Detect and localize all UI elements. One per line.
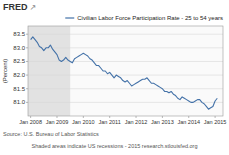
grid-line <box>28 47 223 48</box>
grid-line <box>28 61 223 62</box>
x-tick <box>83 116 84 118</box>
x-tick-label: Jan 2011 <box>99 119 121 125</box>
plot-frame <box>28 26 223 116</box>
x-tick-label: Jan 2013 <box>151 119 174 125</box>
line <box>31 37 218 109</box>
y-tick-label: 83.0 <box>13 45 25 51</box>
x-tick-label: Jan 2015 <box>204 119 227 125</box>
x-tick <box>136 116 137 118</box>
logo: FRED <box>3 2 28 12</box>
plot-marks <box>28 26 223 116</box>
x-tick <box>188 116 189 118</box>
y-tick-label: 82.0 <box>13 72 25 78</box>
y-tick-label: 83.5 <box>13 31 25 37</box>
grid-line <box>28 75 223 76</box>
footer-note: Shaded areas indicate US recessions - 20… <box>31 143 197 149</box>
grid-line <box>28 88 223 89</box>
grid-line <box>28 34 223 35</box>
x-tick <box>56 116 57 118</box>
y-axis-label: (Percent) <box>2 59 8 84</box>
y-tick-label: 81.0 <box>13 99 25 105</box>
plot-area <box>28 26 223 116</box>
x-tick <box>162 116 163 118</box>
x-tick-label: Jan 2012 <box>125 119 148 125</box>
x-tick <box>109 116 110 118</box>
y-tick-label: 81.5 <box>13 86 25 92</box>
x-tick-label: Jan 2009 <box>46 119 69 125</box>
legend-label: Civilian Labor Force Participation Rate … <box>77 15 223 21</box>
x-tick-label: Jan 2008 <box>19 119 42 125</box>
y-tick-label: 82.5 <box>13 58 25 64</box>
x-tick <box>215 116 216 118</box>
legend-swatch <box>65 17 74 18</box>
x-tick-label: Jan 2010 <box>72 119 95 125</box>
source-note: Source: U.S. Bureau of Labor Statistics <box>3 131 99 137</box>
x-tick <box>30 116 31 118</box>
x-tick-label: Jan 2014 <box>177 119 200 125</box>
logo-icon: ↗ <box>30 3 37 12</box>
chart: 81.0 81.5 82.0 82.5 83.0 83.5 Jan 2008 Jan 2009… <box>0 0 229 155</box>
